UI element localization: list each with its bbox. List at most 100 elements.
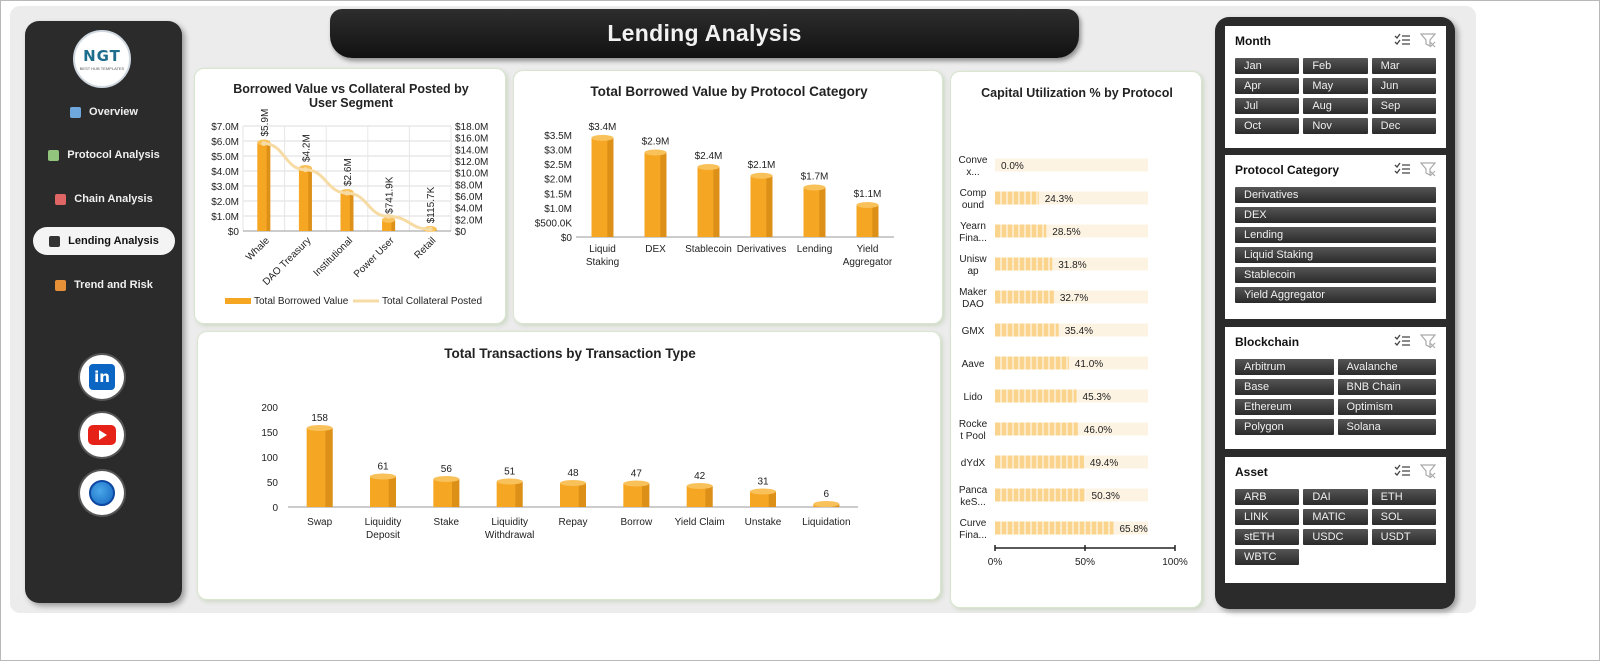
bar-power-user [382,216,396,231]
data-label: 46.0% [1084,425,1112,436]
slicer-item-bnb-chain[interactable]: BNB Chain [1337,379,1436,395]
slicer-item-solana[interactable]: Solana [1337,419,1436,435]
collateral-point-retail [427,226,433,232]
slicer-item-yield-aggregator[interactable]: Yield Aggregator [1235,287,1436,303]
bar-liquidation-top [813,501,840,507]
data-label: $2.6M [343,158,354,186]
bar-lending-top [803,184,826,191]
page-title: Lending Analysis [607,20,802,46]
logo-subtext: BEST HUB TEMPLATES [79,66,125,71]
slicer-item-jun[interactable]: Jun [1371,78,1436,94]
slicer-item-usdt[interactable]: USDT [1371,529,1436,545]
y-tick-label: $2.0M [544,175,572,186]
slicer-item-liquid-staking[interactable]: Liquid Staking [1235,247,1436,263]
slicer-item-polygon[interactable]: Polygon [1235,419,1334,435]
nav-item-label: Trend and Risk [74,279,153,291]
util-bar-fill [995,290,1054,304]
collateral-point-institutional [344,190,350,196]
slicer-item-wbtc[interactable]: WBTC [1235,549,1300,565]
slicer-item-mar[interactable]: Mar [1371,58,1436,74]
y-tick-label: DAO [962,299,984,310]
nav-item-lending-analysis[interactable]: Lending Analysis [33,227,175,255]
multi-select-icon[interactable] [1394,464,1410,478]
youtube-button[interactable] [80,413,124,457]
y2-tick-label: $2.0M [455,215,483,226]
bar-stake [433,476,460,507]
bar-yield-claim-top [686,483,713,489]
slicer-item-eth[interactable]: ETH [1371,489,1436,505]
linkedin-button[interactable]: in [80,355,124,399]
bar-lending-shade [819,187,826,237]
slicer-item-dai[interactable]: DAI [1303,489,1368,505]
slicer-item-arbitrum[interactable]: Arbitrum [1235,359,1334,375]
data-label: $5.9M [260,109,271,137]
nav-item-trend-and-risk[interactable]: Trend and Risk [33,271,175,299]
clear-filter-icon[interactable] [1420,32,1436,48]
web-icon [89,480,115,506]
util-bar-yearn-fina [995,224,1047,238]
slicer-item-jul[interactable]: Jul [1235,98,1300,114]
slicer-item-optimism[interactable]: Optimism [1337,399,1436,415]
clear-filter-icon[interactable] [1420,161,1436,177]
clear-filter-icon[interactable] [1420,333,1436,349]
slicer-item-avalanche[interactable]: Avalanche [1337,359,1436,375]
y-tick-label: $3.0M [544,146,572,157]
util-bar-lido [995,389,1077,403]
slicer-item-may[interactable]: May [1303,78,1368,94]
slicer-item-jan[interactable]: Jan [1235,58,1300,74]
logo: NGT BEST HUB TEMPLATES [73,30,131,88]
x-tick-label: Yield [857,244,879,255]
slicer-item-sol[interactable]: SOL [1371,509,1436,525]
slicer-item-usdc[interactable]: USDC [1303,529,1368,545]
nav-item-overview[interactable]: Overview [33,98,175,126]
slicer-item-link[interactable]: LINK [1235,509,1300,525]
logo-text: NGT [83,47,121,65]
util-bar-fill [995,257,1053,271]
slicer-panel: Month Jan Feb Mar Apr May Jun Jul Aug Sep Oct Nov De… [1215,17,1455,609]
multi-select-icon[interactable] [1394,334,1410,348]
nav-item-chain-analysis[interactable]: Chain Analysis [33,185,175,213]
slicer-item-aug[interactable]: Aug [1303,98,1368,114]
bar-borrow-top [623,480,650,487]
nav-item-protocol-analysis[interactable]: Protocol Analysis [33,141,175,169]
y-tick-label: t Pool [960,431,986,442]
y-tick-label: $3.0M [211,182,239,193]
bar-liquid-staking-shade [607,137,614,237]
multi-select-icon[interactable] [1394,33,1410,47]
y-tick-label: $2.5M [544,160,572,171]
slicer-item-matic[interactable]: MATIC [1303,509,1368,525]
slicer-item-dex[interactable]: DEX [1235,207,1436,223]
x-tick-label: Derivatives [737,244,786,255]
legend-label: Total Collateral Posted [382,296,482,307]
bar-derivatives [750,172,773,237]
y-tick-label: $0 [561,233,573,244]
website-button[interactable] [80,471,124,515]
data-label: 47 [631,469,643,480]
bar-borrow [623,480,650,507]
slicer-item-oct[interactable]: Oct [1235,118,1300,134]
y2-tick-label: $6.0M [455,192,483,203]
data-label: $2.4M [695,151,723,162]
x-tick-label: Deposit [366,530,400,541]
y-tick-label: 150 [261,428,278,439]
slicer-item-steth[interactable]: stETH [1235,529,1300,545]
bar-liquidity-deposit [370,473,396,507]
bar-liquidity-withdrawal-shade [515,481,523,507]
slicer-item-arb[interactable]: ARB [1235,489,1300,505]
y2-tick-label: $18.0M [455,122,488,133]
slicer-item-nov[interactable]: Nov [1303,118,1368,134]
slicer-item-sep[interactable]: Sep [1371,98,1436,114]
slicer-item-dec[interactable]: Dec [1371,118,1436,134]
slicer-item-apr[interactable]: Apr [1235,78,1300,94]
chart-title: Capital Utilization % by Protocol [981,86,1173,100]
slicer-item-stablecoin[interactable]: Stablecoin [1235,267,1436,283]
multi-select-icon[interactable] [1394,162,1410,176]
slicer-item-feb[interactable]: Feb [1303,58,1368,74]
slicer-item-ethereum[interactable]: Ethereum [1235,399,1334,415]
slicer-item-base[interactable]: Base [1235,379,1334,395]
clear-filter-icon[interactable] [1420,463,1436,479]
slicer-item-derivatives[interactable]: Derivatives [1235,187,1436,203]
slicer-item-lending[interactable]: Lending [1235,227,1436,243]
util-bar-rocket-pool [995,422,1078,436]
